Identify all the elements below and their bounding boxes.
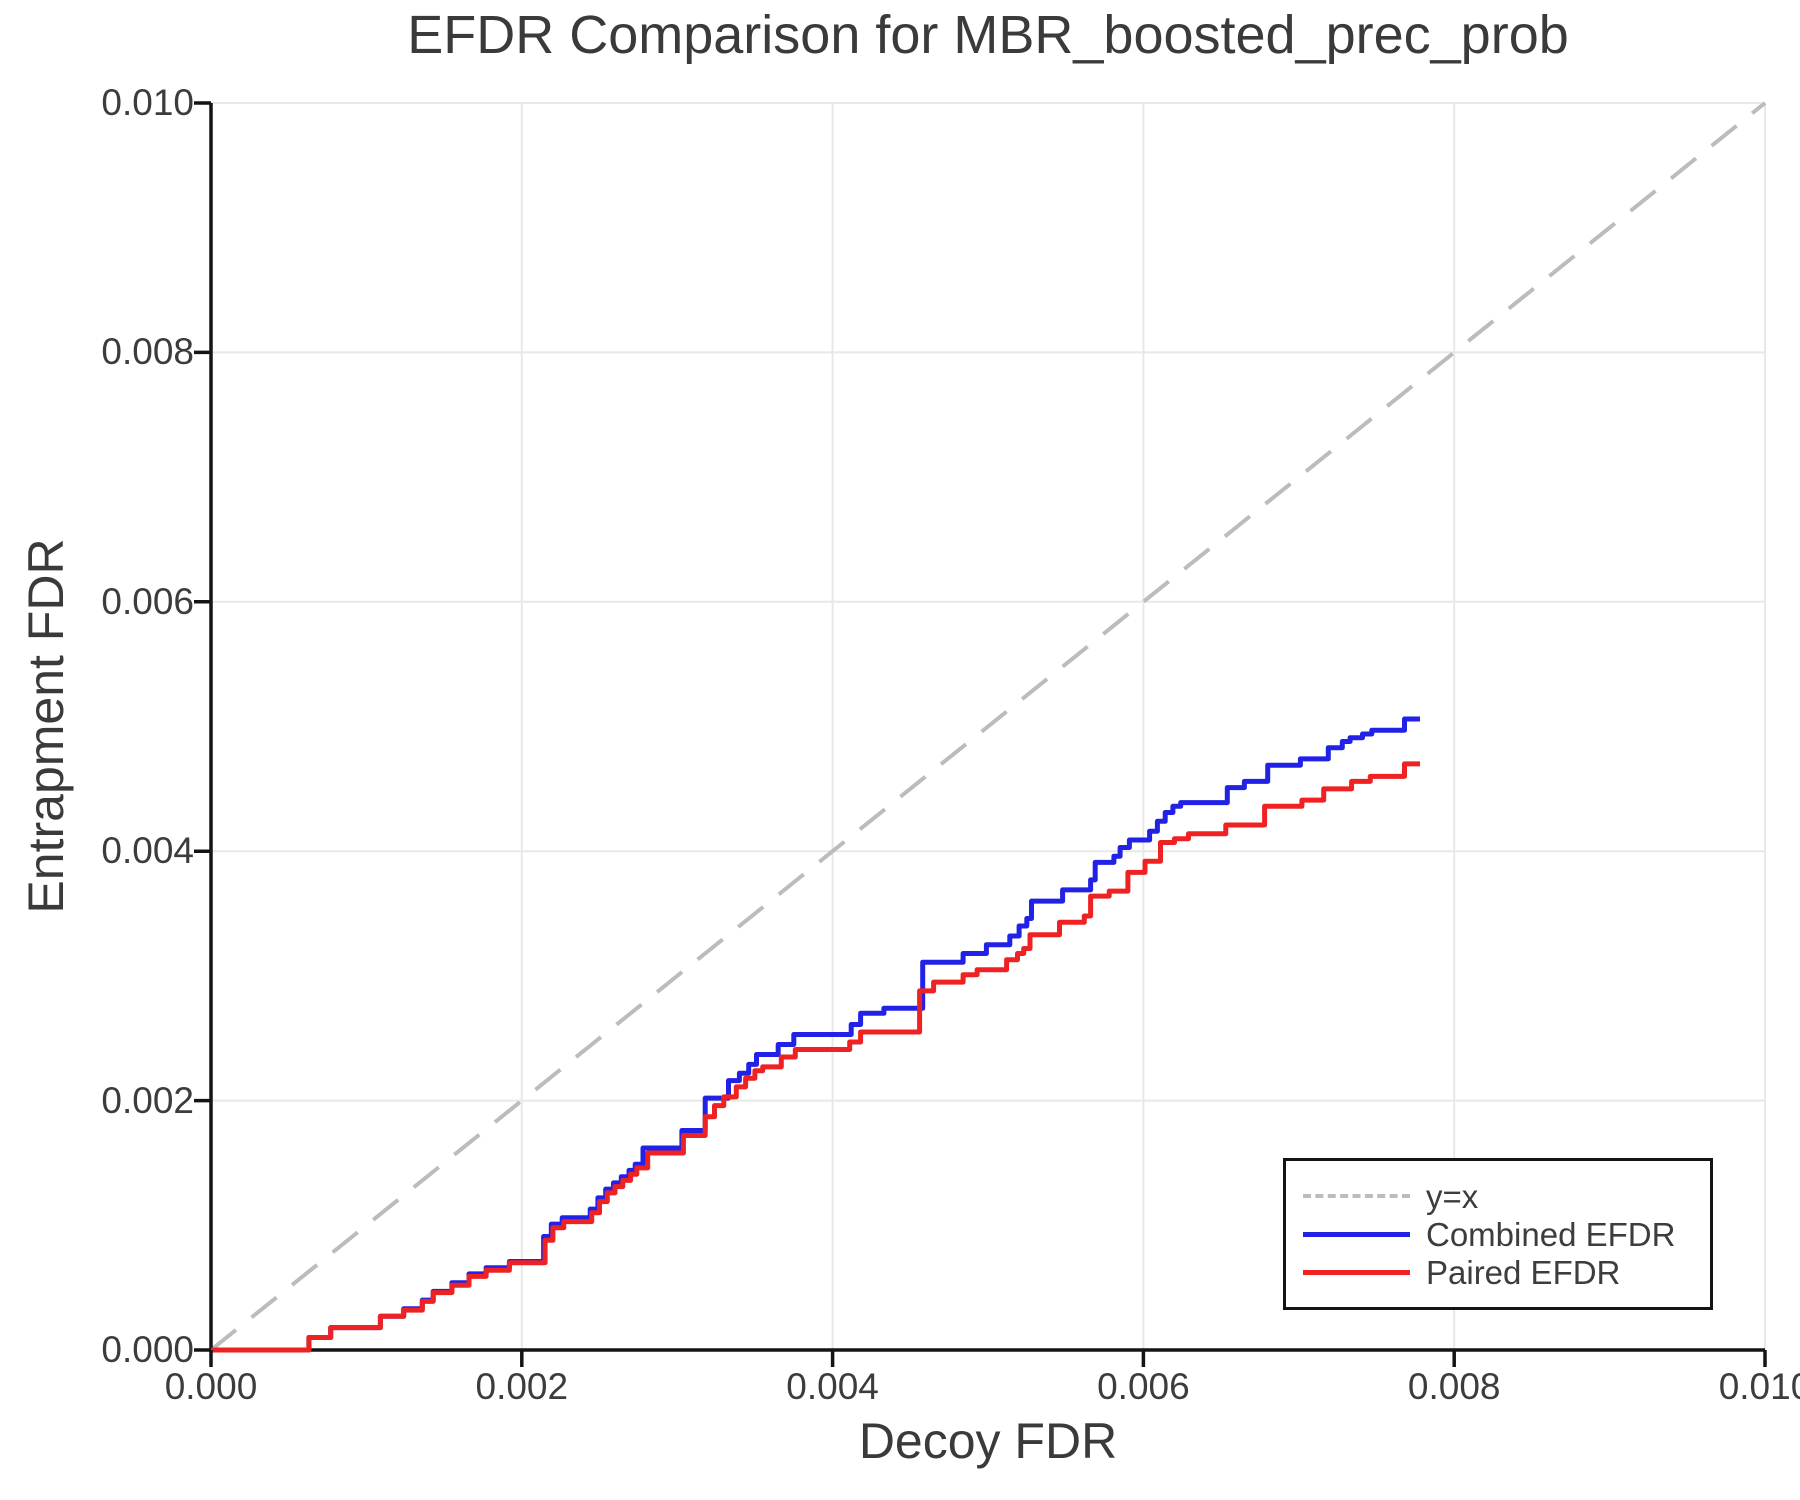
legend-label-paired-efdr: Paired EFDR — [1426, 1253, 1621, 1291]
paired-efdr-curve — [211, 761, 1420, 1353]
y-tick-label: 0.002 — [101, 1079, 194, 1121]
y-tick-label: 0.008 — [101, 331, 194, 373]
y-tick-label: 0.000 — [101, 1329, 194, 1370]
legend-label-combined-efdr: Combined EFDR — [1426, 1215, 1676, 1253]
identity-line — [209, 101, 1767, 1352]
combined-efdr-line-sample — [1303, 1231, 1410, 1237]
legend-label-identity: y=x — [1426, 1177, 1479, 1215]
legend-item-paired-efdr: Paired EFDR — [1303, 1253, 1710, 1291]
legend: y=x Combined EFDR Paired EFDR — [1283, 1158, 1713, 1310]
paired-efdr-line-sample — [1303, 1269, 1410, 1275]
combined-efdr-curve — [211, 716, 1420, 1353]
legend-item-combined-efdr: Combined EFDR — [1303, 1215, 1710, 1253]
x-tick-label: 0.004 — [786, 1366, 879, 1407]
x-tick-label: 0.010 — [1718, 1366, 1800, 1407]
y-tick-label: 0.006 — [101, 580, 194, 622]
x-axis-label: Decoy FDR — [858, 1413, 1118, 1469]
chart-title: EFDR Comparison for MBR_boosted_prec_pro… — [407, 5, 1569, 65]
legend-item-identity: y=x — [1303, 1177, 1710, 1215]
y-tick-label: 0.010 — [101, 82, 194, 123]
x-tick-label: 0.000 — [164, 1366, 258, 1407]
x-tick-label: 0.006 — [1097, 1366, 1190, 1407]
y-tick-label: 0.004 — [101, 830, 194, 872]
x-tick-label: 0.008 — [1407, 1366, 1501, 1407]
identity-line-sample — [1303, 1194, 1410, 1198]
x-tick-label: 0.002 — [475, 1366, 569, 1407]
